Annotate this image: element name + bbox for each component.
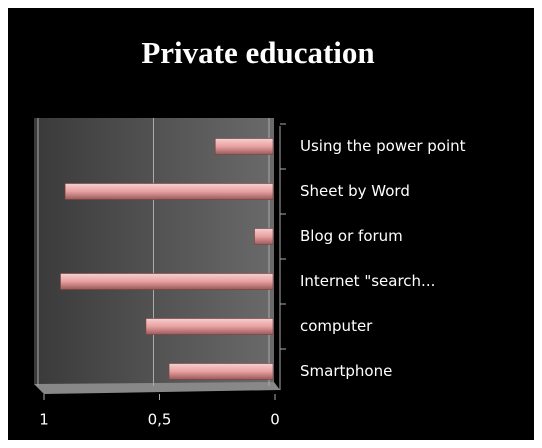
- x-tick-label: 1: [39, 411, 49, 429]
- x-tick-label: 0,5: [148, 411, 172, 429]
- bar: [64, 183, 274, 200]
- y-tick-label: Sheet by Word: [300, 182, 410, 200]
- bar: [60, 273, 274, 290]
- y-tick-label: Internet "search...: [300, 272, 435, 290]
- x-tick-label: 0: [270, 411, 280, 429]
- y-tick-label: Using the power point: [300, 137, 466, 155]
- bar: [254, 228, 274, 245]
- y-tick-label: computer: [300, 317, 373, 335]
- y-tick-label: Blog or forum: [300, 227, 403, 245]
- y-tick-label: Smartphone: [300, 362, 392, 380]
- plot-floor: [34, 382, 280, 394]
- bar: [214, 138, 274, 155]
- chart-title: Private education: [141, 35, 374, 70]
- bar: [168, 363, 274, 380]
- bar: [145, 318, 274, 335]
